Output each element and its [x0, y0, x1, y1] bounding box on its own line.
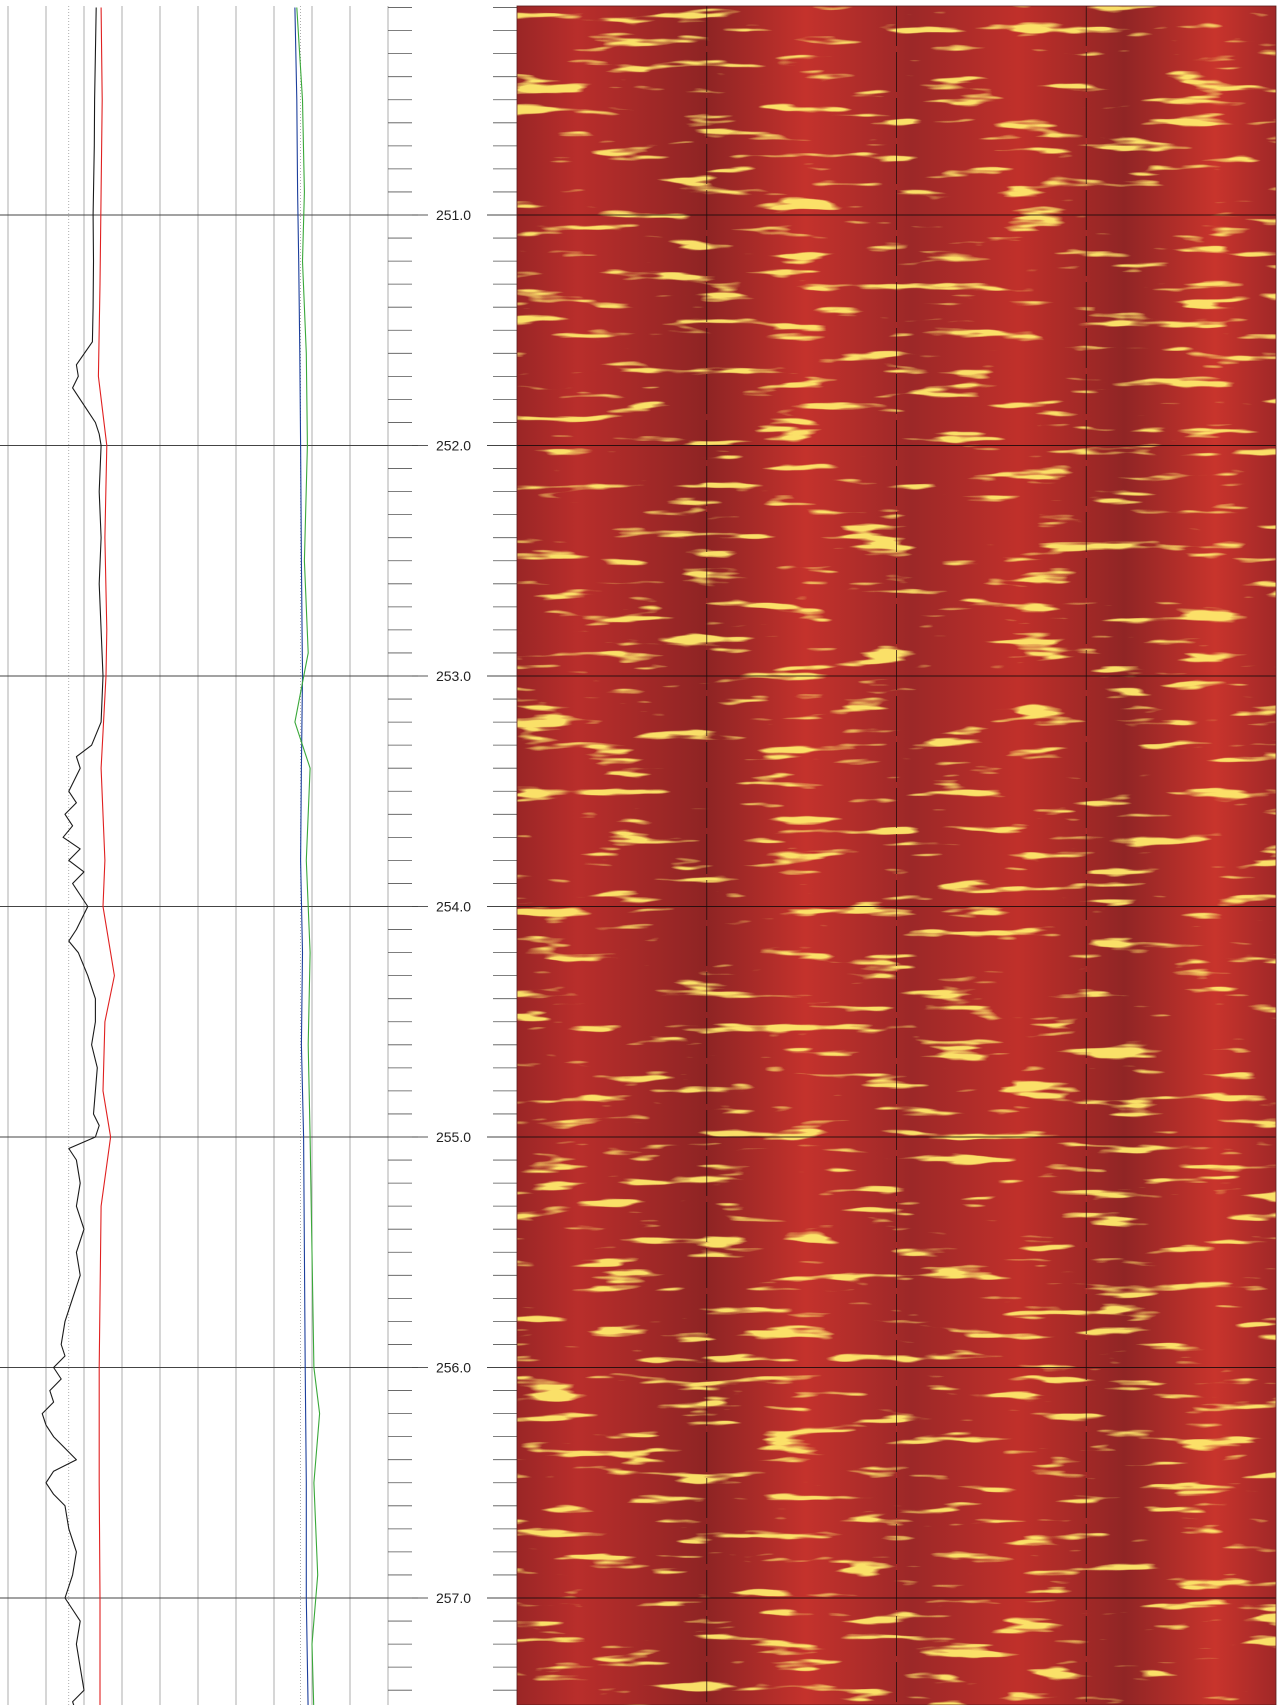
- depth-label: 256.0: [436, 1360, 471, 1376]
- depth-track: 251.0 252.0 253.0 254.0 255.0 256.0 257.0: [388, 7, 517, 1691]
- curve-line-3: [294, 7, 309, 1705]
- image-track: [516, 5, 1277, 1705]
- curve-track: [0, 6, 418, 1705]
- depth-label: 251.0: [436, 207, 471, 223]
- curve-line-4: [294, 7, 321, 1705]
- image-frame: [516, 5, 1277, 1705]
- depth-label: 253.0: [436, 668, 471, 684]
- depth-label: 257.0: [436, 1590, 471, 1606]
- depth-label: 255.0: [436, 1129, 471, 1145]
- depth-label: 254.0: [436, 899, 471, 915]
- image-grid: [516, 5, 1277, 1705]
- curve-line-1: [41, 7, 104, 1705]
- curve-line-2: [97, 7, 115, 1705]
- depth-label: 252.0: [436, 438, 471, 454]
